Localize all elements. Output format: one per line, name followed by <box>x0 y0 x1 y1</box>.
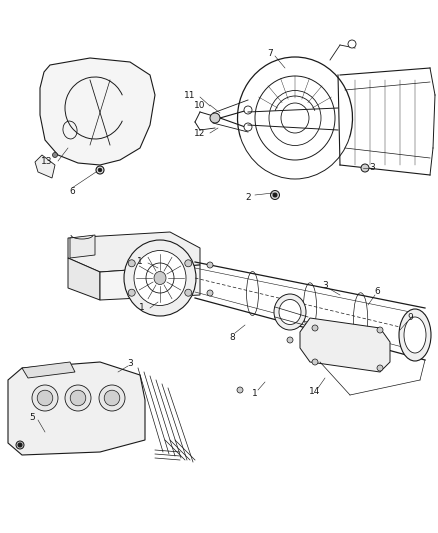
Circle shape <box>185 289 192 296</box>
Circle shape <box>237 387 243 393</box>
Text: 3: 3 <box>127 359 133 367</box>
Text: 3: 3 <box>369 164 375 173</box>
Ellipse shape <box>279 300 301 325</box>
Circle shape <box>361 164 369 172</box>
Polygon shape <box>35 155 55 178</box>
Text: 8: 8 <box>229 333 235 342</box>
Circle shape <box>207 262 213 268</box>
Ellipse shape <box>146 263 174 293</box>
Polygon shape <box>40 58 155 165</box>
Ellipse shape <box>274 294 306 330</box>
Text: 11: 11 <box>184 91 195 100</box>
Circle shape <box>271 190 279 199</box>
Text: 5: 5 <box>29 414 35 423</box>
Circle shape <box>98 168 102 172</box>
Ellipse shape <box>404 317 426 353</box>
Circle shape <box>70 390 86 406</box>
Circle shape <box>244 123 252 131</box>
Ellipse shape <box>124 240 196 316</box>
Polygon shape <box>100 265 200 300</box>
Text: 6: 6 <box>374 287 380 296</box>
Circle shape <box>348 40 356 48</box>
Circle shape <box>244 106 252 114</box>
Circle shape <box>18 443 22 447</box>
Circle shape <box>185 260 192 267</box>
Circle shape <box>273 193 277 197</box>
Text: 13: 13 <box>40 157 52 166</box>
Polygon shape <box>300 318 390 372</box>
Text: 7: 7 <box>267 49 273 58</box>
Circle shape <box>104 390 120 406</box>
Polygon shape <box>22 362 75 378</box>
Polygon shape <box>70 235 95 258</box>
Circle shape <box>377 327 383 333</box>
Text: 14: 14 <box>309 387 321 397</box>
Ellipse shape <box>399 309 431 361</box>
Circle shape <box>207 290 213 296</box>
Ellipse shape <box>134 251 186 305</box>
Circle shape <box>65 385 91 411</box>
Text: 9: 9 <box>407 313 413 322</box>
Circle shape <box>16 441 24 449</box>
Circle shape <box>53 152 57 157</box>
Polygon shape <box>68 232 200 272</box>
Circle shape <box>37 390 53 406</box>
Text: 1: 1 <box>139 303 145 312</box>
Text: 6: 6 <box>69 188 75 197</box>
Circle shape <box>377 365 383 371</box>
Ellipse shape <box>154 271 166 285</box>
Circle shape <box>312 325 318 331</box>
Circle shape <box>312 359 318 365</box>
Text: 10: 10 <box>194 101 205 109</box>
Text: 1: 1 <box>137 257 143 266</box>
Polygon shape <box>8 362 145 455</box>
Text: 1: 1 <box>252 389 258 398</box>
Circle shape <box>210 113 220 123</box>
Circle shape <box>128 289 135 296</box>
Text: 3: 3 <box>322 280 328 289</box>
Circle shape <box>99 385 125 411</box>
Polygon shape <box>68 258 100 300</box>
Text: 12: 12 <box>194 128 205 138</box>
Circle shape <box>96 166 104 174</box>
Circle shape <box>32 385 58 411</box>
Circle shape <box>128 260 135 267</box>
Text: 2: 2 <box>245 193 251 203</box>
Circle shape <box>287 337 293 343</box>
